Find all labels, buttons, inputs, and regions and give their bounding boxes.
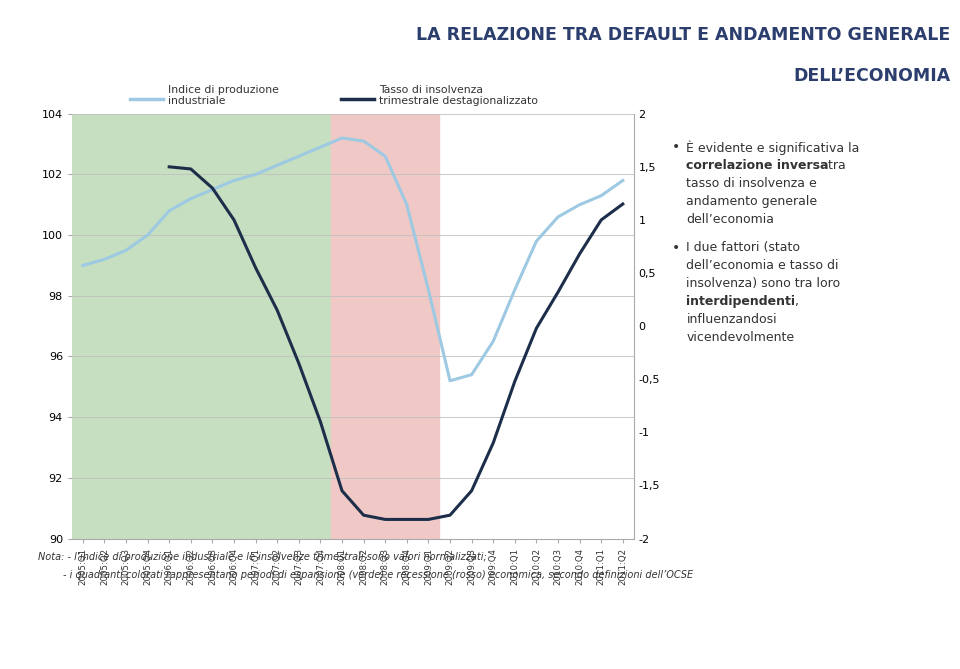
Text: LA RELAZIONE TRA DEFAULT E ANDAMENTO GENERALE: LA RELAZIONE TRA DEFAULT E ANDAMENTO GEN… [416,26,950,44]
Text: vicendevolmente: vicendevolmente [686,331,795,344]
Text: dell’economia e tasso di: dell’economia e tasso di [686,259,839,272]
Text: Tasso di insolvenza
trimestrale destagionalizzato: Tasso di insolvenza trimestrale destagio… [379,85,539,106]
Text: insolvenza) sono tra loro: insolvenza) sono tra loro [686,277,841,290]
Text: È evidente e significativa la: È evidente e significativa la [686,140,860,155]
Text: I due fattori (stato: I due fattori (stato [686,241,801,254]
Text: •: • [672,140,681,155]
Text: Nota: - l’indice di produzione industriale e le insolvenze trimestrali sono valo: Nota: - l’indice di produzione industria… [38,552,487,562]
Text: interdipendenti: interdipendenti [686,295,796,308]
Bar [72,114,331,539]
Text: dell’economia: dell’economia [686,213,775,226]
Text: •: • [672,241,681,255]
Text: influenzandosi: influenzandosi [686,313,777,326]
Bar [331,114,439,539]
Text: andamento generale: andamento generale [686,195,818,208]
Text: tasso di insolvenza e: tasso di insolvenza e [686,177,817,190]
Text: Indice di produzione
industriale: Indice di produzione industriale [168,85,278,106]
Text: tra: tra [824,159,846,172]
Text: DELL’ECONOMIA: DELL’ECONOMIA [793,68,950,86]
Text: - i quadranti colorati rappresentano periodi di espansione (verde) e recessione : - i quadranti colorati rappresentano per… [38,570,693,580]
Text: correlazione inversa: correlazione inversa [686,159,828,172]
Text: ,: , [795,295,799,308]
